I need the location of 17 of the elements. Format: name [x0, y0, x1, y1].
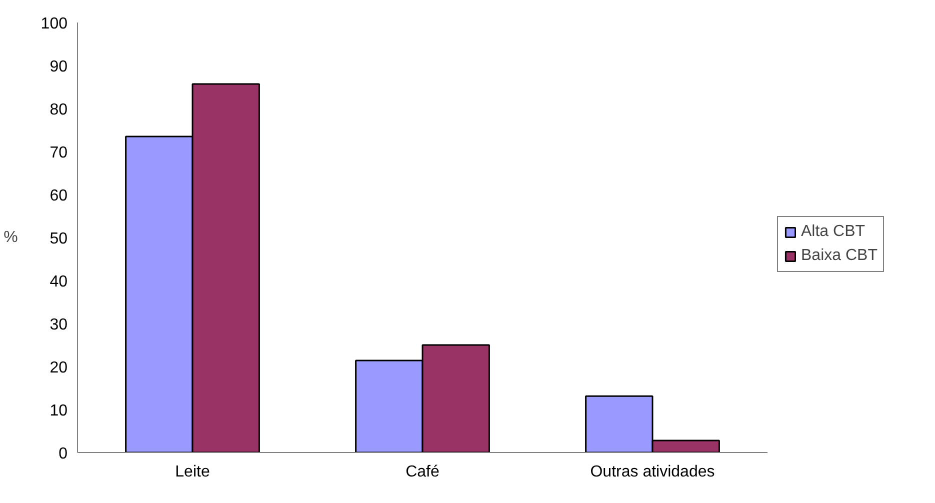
x-tick-label: Café	[406, 464, 440, 480]
y-tick-label: 20	[50, 360, 68, 376]
y-tick-label: 100	[40, 16, 68, 32]
y-tick-label: 0	[58, 446, 68, 462]
x-tick-label: Outras atividades	[590, 464, 715, 480]
y-tick-label: 60	[50, 188, 68, 204]
y-tick-label: 30	[50, 316, 68, 334]
x-tick-label: Leite	[175, 464, 210, 480]
legend-label: Alta CBT	[801, 223, 866, 241]
y-tick-label: 90	[50, 58, 68, 76]
y-tick-label: 80	[50, 102, 68, 118]
y-axis-title: %	[4, 229, 18, 246]
y-tick-label: 50	[50, 230, 68, 248]
legend-label: Baixa CBT	[801, 247, 878, 265]
y-tick-label: 40	[50, 274, 68, 290]
y-tick-label: 70	[50, 144, 68, 162]
y-tick-label: 10	[50, 402, 68, 420]
